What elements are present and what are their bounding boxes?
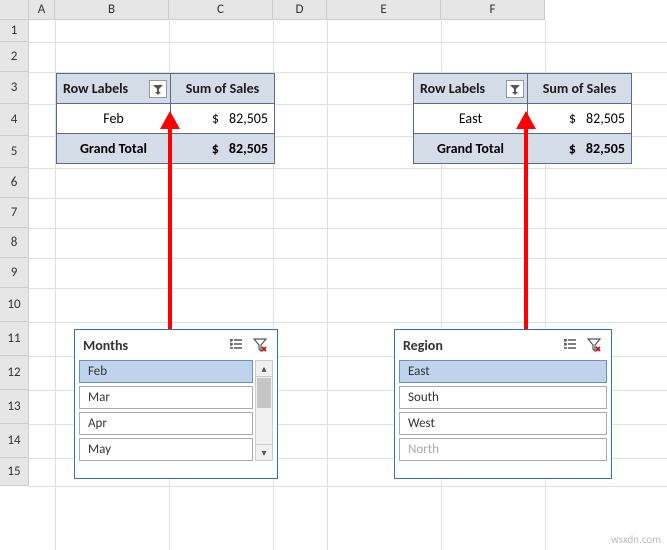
annotation-arrow — [160, 111, 180, 365]
slicer-title: Region — [403, 337, 561, 354]
clear-filter-icon[interactable] — [251, 336, 269, 354]
row-header[interactable]: 7 — [0, 198, 29, 228]
grand-total-value[interactable]: $ 82,505 — [171, 134, 275, 164]
slicer-item[interactable]: Feb — [79, 360, 253, 383]
row-header[interactable]: 6 — [0, 168, 29, 198]
row-labels-header: Row Labels — [57, 74, 171, 104]
scrollbar[interactable]: ▴▾ — [255, 360, 273, 461]
scroll-thumb[interactable] — [257, 378, 271, 408]
column-header[interactable]: A — [29, 0, 55, 20]
row-header[interactable]: 1 — [0, 20, 29, 42]
slicer-item[interactable]: West — [399, 412, 607, 435]
grid-corner[interactable] — [0, 0, 29, 20]
annotation-arrow — [516, 111, 536, 365]
row-header[interactable]: 15 — [0, 458, 29, 486]
row-header[interactable]: 5 — [0, 136, 29, 168]
row-header[interactable]: 10 — [0, 288, 29, 322]
multi-select-icon[interactable] — [561, 336, 579, 354]
scroll-up-icon[interactable]: ▴ — [256, 361, 272, 377]
row-header[interactable]: 3 — [0, 72, 29, 104]
row-header[interactable]: 8 — [0, 228, 29, 258]
row-header[interactable]: 13 — [0, 390, 29, 424]
data-row-value[interactable]: $ 82,505 — [528, 104, 632, 134]
row-labels-text: Row Labels — [63, 80, 128, 97]
column-header[interactable]: C — [169, 0, 273, 20]
slicer-item[interactable]: Apr — [79, 412, 253, 435]
data-row-value[interactable]: $ 82,505 — [171, 104, 275, 134]
slicer-months[interactable]: MonthsFebMarAprMay▴▾ — [74, 329, 278, 479]
slicer-item[interactable]: North — [399, 438, 607, 461]
slicer-item[interactable]: Mar — [79, 386, 253, 409]
slicer-item[interactable]: May — [79, 438, 253, 461]
slicer-region[interactable]: Region East South West North — [394, 329, 612, 479]
multi-select-icon[interactable] — [227, 336, 245, 354]
grand-total-label[interactable]: Grand Total — [414, 134, 528, 164]
column-header[interactable]: F — [441, 0, 545, 20]
column-header[interactable]: D — [273, 0, 327, 20]
row-header[interactable]: 12 — [0, 356, 29, 390]
data-row-label[interactable]: East — [414, 104, 528, 134]
filter-dropdown-icon[interactable] — [149, 80, 167, 98]
data-row-label[interactable]: Feb — [57, 104, 171, 134]
row-header[interactable]: 9 — [0, 258, 29, 288]
clear-filter-icon[interactable] — [585, 336, 603, 354]
filter-dropdown-icon[interactable] — [506, 80, 524, 98]
sum-header: Sum of Sales — [528, 74, 632, 104]
slicer-item[interactable]: East — [399, 360, 607, 383]
row-labels-text: Row Labels — [420, 80, 485, 97]
row-header[interactable]: 11 — [0, 322, 29, 356]
sum-header: Sum of Sales — [171, 74, 275, 104]
scroll-down-icon[interactable]: ▾ — [256, 444, 272, 460]
grand-total-label[interactable]: Grand Total — [57, 134, 171, 164]
row-labels-header: Row Labels — [414, 74, 528, 104]
row-header[interactable]: 4 — [0, 104, 29, 136]
row-header[interactable]: 2 — [0, 42, 29, 72]
row-header[interactable]: 14 — [0, 424, 29, 458]
grand-total-value[interactable]: $ 82,505 — [528, 134, 632, 164]
watermark: wsxdn.com — [611, 533, 661, 546]
column-header[interactable]: B — [55, 0, 169, 20]
slicer-title: Months — [83, 337, 227, 354]
column-header[interactable]: E — [327, 0, 441, 20]
slicer-item[interactable]: South — [399, 386, 607, 409]
